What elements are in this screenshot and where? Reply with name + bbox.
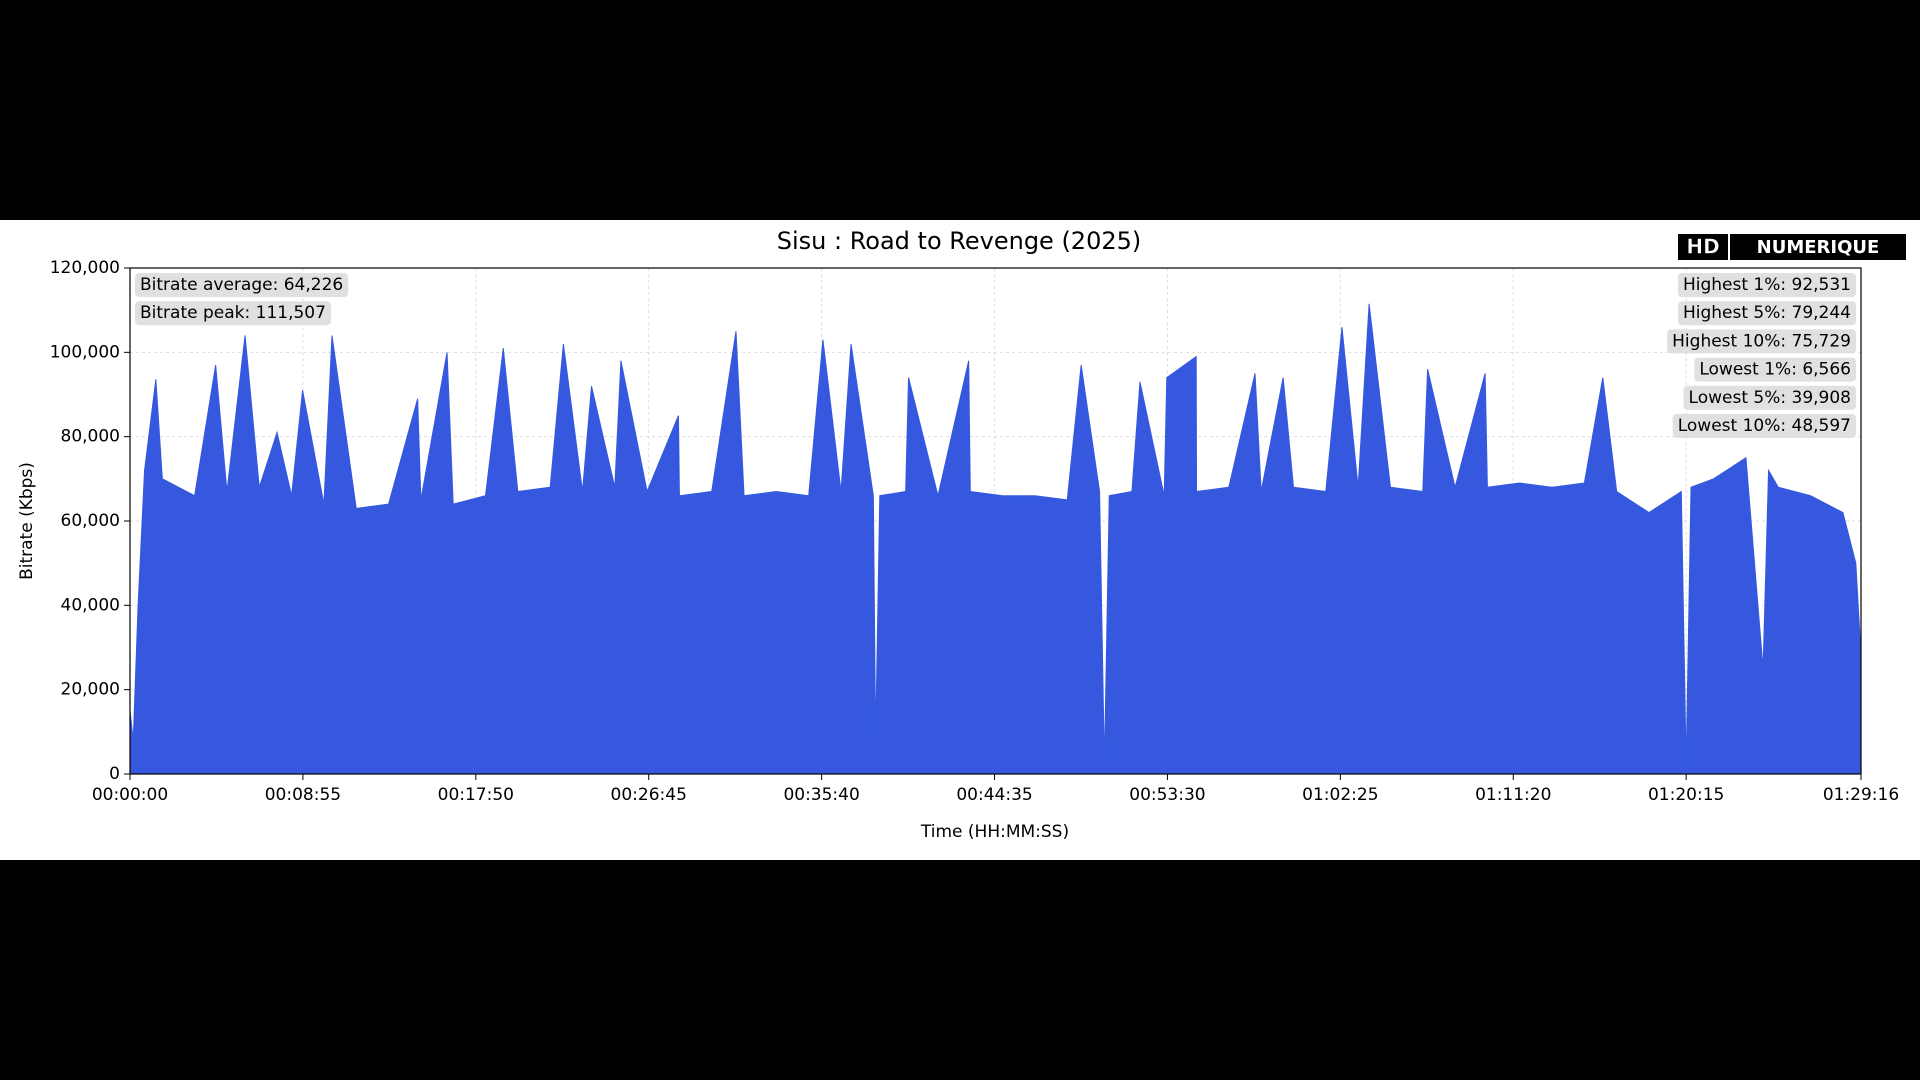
x-tick-label: 01:29:16 — [1823, 785, 1899, 805]
logo-right-bg — [1730, 234, 1906, 260]
stat-label: Lowest 10%: 48,597 — [1678, 416, 1851, 436]
stat-box: Lowest 5%: 39,908 — [1683, 385, 1856, 410]
plot-frame — [129, 267, 1862, 775]
x-tick-label: 00:35:40 — [783, 785, 859, 805]
stat-box-bg — [135, 301, 331, 326]
y-tick-label: 20,000 — [61, 680, 120, 700]
x-tick-label: 00:53:30 — [1129, 785, 1205, 805]
logo-left-bg — [1678, 234, 1728, 260]
y-tick-label: 80,000 — [61, 427, 120, 447]
stat-label: Bitrate average: 64,226 — [140, 275, 343, 295]
stat-box: Bitrate average: 64,226 — [135, 273, 349, 297]
y-tick-label: 40,000 — [61, 595, 120, 615]
stat-label: Highest 1%: 92,531 — [1683, 275, 1851, 295]
x-axis-label: Time (HH:MM:SS) — [920, 822, 1069, 842]
stat-box: Highest 1%: 92,531 — [1677, 273, 1856, 297]
stat-label: Highest 5%: 79,244 — [1683, 303, 1851, 323]
y-tick-label: 120,000 — [50, 258, 120, 278]
stat-box: Bitrate peak: 111,507 — [135, 301, 331, 326]
stat-label: Lowest 5%: 39,908 — [1689, 388, 1851, 408]
stat-box-bg — [1677, 273, 1856, 297]
y-tick-label: 0 — [109, 764, 120, 784]
logo-left: HD — [1686, 235, 1719, 259]
stat-box-bg — [135, 273, 349, 297]
stat-box-bg — [1683, 385, 1856, 410]
stat-box-bg — [1694, 357, 1856, 382]
stat-label: Highest 10%: 75,729 — [1672, 331, 1851, 351]
stat-label: Bitrate peak: 111,507 — [140, 303, 326, 323]
y-axis-label: Bitrate (Kbps) — [17, 462, 37, 580]
logo-right: NUMERIQUE — [1757, 237, 1880, 258]
stat-label: Lowest 1%: 6,566 — [1699, 360, 1851, 380]
stat-box-bg — [1677, 301, 1856, 326]
x-tick-label: 00:08:55 — [265, 785, 341, 805]
stat-box: Highest 5%: 79,244 — [1677, 301, 1856, 326]
x-tick-label: 00:26:45 — [611, 785, 687, 805]
logo: HD NUMERIQUE — [1678, 234, 1906, 260]
x-tick-label: 01:20:15 — [1648, 785, 1724, 805]
x-tick-label: 00:00:00 — [92, 785, 168, 805]
stat-box: Lowest 1%: 6,566 — [1694, 357, 1856, 382]
stat-box: Lowest 10%: 48,597 — [1672, 414, 1856, 438]
stat-box-bg — [1667, 329, 1856, 354]
stat-box: Highest 10%: 75,729 — [1667, 329, 1856, 354]
stat-box-bg — [1672, 414, 1856, 438]
x-tick-label: 00:44:35 — [956, 785, 1032, 805]
x-tick-label: 00:17:50 — [438, 785, 514, 805]
chart-title: Sisu : Road to Revenge (2025) — [777, 227, 1142, 255]
bitrate-area — [129, 303, 1862, 775]
x-tick-label: 01:11:20 — [1475, 785, 1551, 805]
y-tick-label: 60,000 — [61, 511, 120, 531]
y-tick-label: 100,000 — [50, 342, 120, 362]
x-tick-label: 01:02:25 — [1302, 785, 1378, 805]
